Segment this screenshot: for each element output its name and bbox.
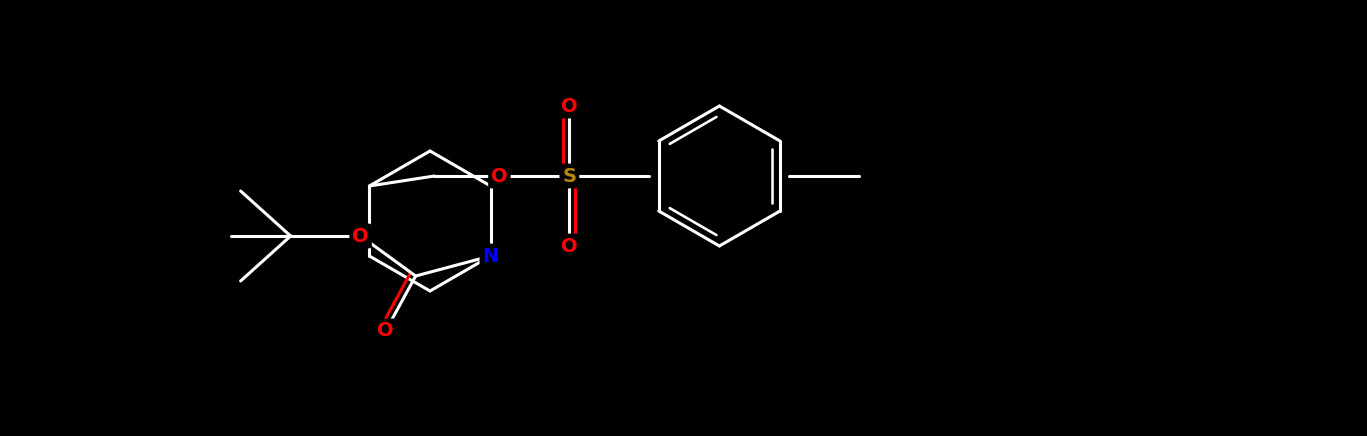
Text: N: N <box>483 246 499 266</box>
Text: O: O <box>353 226 369 245</box>
Text: O: O <box>491 167 507 185</box>
Text: O: O <box>560 236 578 255</box>
Text: S: S <box>562 167 577 185</box>
Text: O: O <box>560 96 578 116</box>
Text: O: O <box>377 321 394 341</box>
